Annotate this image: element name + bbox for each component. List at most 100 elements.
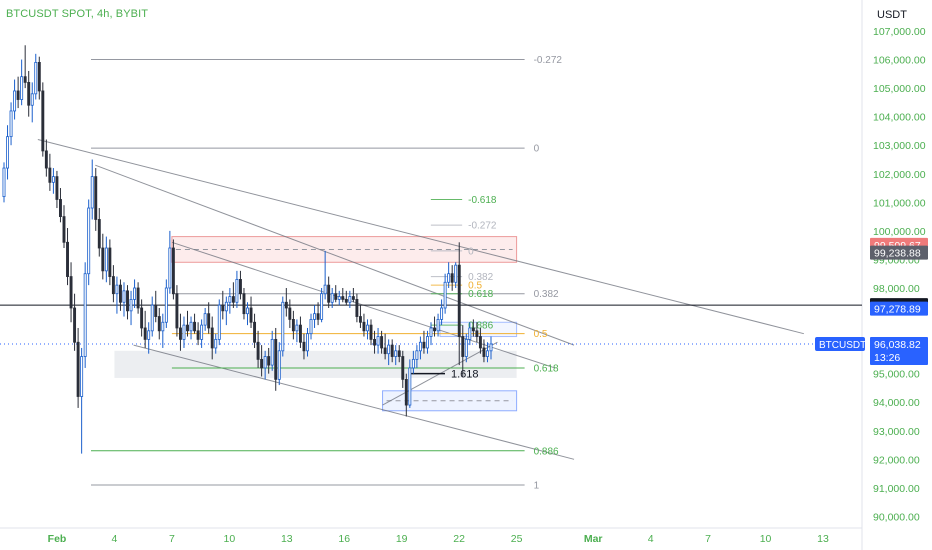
candle-body (129, 299, 133, 312)
candle-body (404, 378, 408, 406)
candle-body (111, 276, 115, 295)
price-tag (870, 245, 928, 260)
candle-body (373, 338, 377, 346)
candle-body (34, 62, 38, 95)
candle-body (418, 341, 422, 352)
candle-body (440, 307, 444, 320)
candle-body (383, 347, 387, 355)
time-axis-tick: 13 (281, 533, 293, 545)
symbol-header[interactable]: BTCUSDT SPOT, 4h, BYBIT (6, 8, 149, 20)
price-axis-tick: 105,000.00 (873, 83, 926, 95)
candle-body (260, 358, 264, 369)
candle-body (482, 347, 486, 357)
candle-body (489, 343, 493, 352)
trendline (95, 164, 575, 346)
price-axis-tick: 95,000.00 (873, 369, 920, 381)
candle-body (224, 301, 228, 312)
bar-countdown-label: 13:26 (874, 352, 900, 364)
small-fib-label: 0 (468, 246, 474, 257)
candle-body (147, 330, 151, 340)
time-axis-tick: Mar (584, 533, 603, 545)
candle-body (478, 336, 482, 349)
candle-body (62, 216, 66, 243)
fib-level-label: -0.272 (534, 55, 563, 66)
candle-body (284, 301, 288, 309)
candle-body (140, 307, 144, 329)
fib-level-label: 0.382 (534, 289, 559, 300)
fib-level-label: 0 (534, 144, 540, 155)
candle-body (313, 313, 317, 320)
candle-body (51, 176, 55, 183)
candle-body (30, 93, 34, 106)
candle-body (323, 284, 327, 295)
candle-body (471, 327, 475, 332)
candle-body (83, 273, 87, 357)
candle-body (468, 327, 472, 340)
candle-body (210, 327, 214, 349)
small-fib-label: -0.618 (468, 195, 497, 206)
candle-body (267, 356, 271, 366)
candle-body (182, 324, 186, 340)
candle-body (401, 356, 405, 380)
candle-body (193, 321, 197, 332)
candle-body (94, 176, 98, 220)
candle-body (87, 207, 91, 275)
candle-body (408, 367, 412, 406)
candle-body (433, 327, 436, 332)
candle-body (9, 110, 13, 138)
candle-body (118, 284, 122, 303)
candle-body (358, 316, 362, 323)
candle-body (80, 356, 84, 397)
candle-body (200, 324, 204, 340)
candle-body (90, 176, 94, 209)
candle-body (366, 324, 369, 332)
candle-body (351, 296, 355, 300)
price-axis-tick: 90,000.00 (873, 511, 920, 523)
symbol-badge-label: BTCUSDT (819, 340, 866, 351)
price-axis-tick: 98,000.00 (873, 283, 920, 295)
candle-body (411, 358, 415, 369)
candle-body (281, 301, 285, 352)
price-axis-tick: 91,000.00 (873, 483, 920, 495)
time-axis-tick: 4 (112, 533, 118, 545)
candle-body (454, 264, 458, 283)
price-axis-tick: 104,000.00 (873, 112, 926, 124)
candle-body (316, 313, 320, 320)
time-axis-tick: 10 (224, 533, 236, 545)
candle-body (376, 336, 380, 346)
candle-body (73, 307, 77, 343)
candle-body (302, 341, 306, 352)
candle-body (150, 304, 154, 332)
candle-body (235, 279, 239, 303)
candle-body (231, 296, 235, 303)
candle-body (330, 293, 334, 303)
candle-body (320, 293, 324, 320)
candle-body (306, 333, 309, 352)
candle-body (390, 344, 394, 357)
trendline (37, 139, 804, 335)
candle-body (126, 290, 129, 312)
candle-body (426, 336, 429, 349)
candle-body (256, 341, 260, 360)
candle-body (355, 299, 359, 317)
candle-body (186, 324, 189, 332)
candle-body (157, 316, 161, 332)
candle-body (270, 338, 274, 366)
candle-body (309, 318, 313, 335)
price-axis-tick: 106,000.00 (873, 55, 926, 67)
candle-body (97, 219, 101, 249)
candle-body (461, 336, 465, 357)
time-axis-tick: 7 (169, 533, 175, 545)
currency-label[interactable]: USDT (877, 9, 907, 21)
price-axis-tick: 102,000.00 (873, 169, 926, 181)
plot-background (0, 0, 862, 528)
candle-body (387, 344, 391, 355)
candle-body (443, 281, 447, 309)
time-axis-tick: 25 (511, 533, 523, 545)
time-axis-tick: 16 (338, 533, 350, 545)
candle-body (48, 167, 52, 183)
candle-body (486, 350, 489, 357)
candle-body (397, 350, 401, 357)
